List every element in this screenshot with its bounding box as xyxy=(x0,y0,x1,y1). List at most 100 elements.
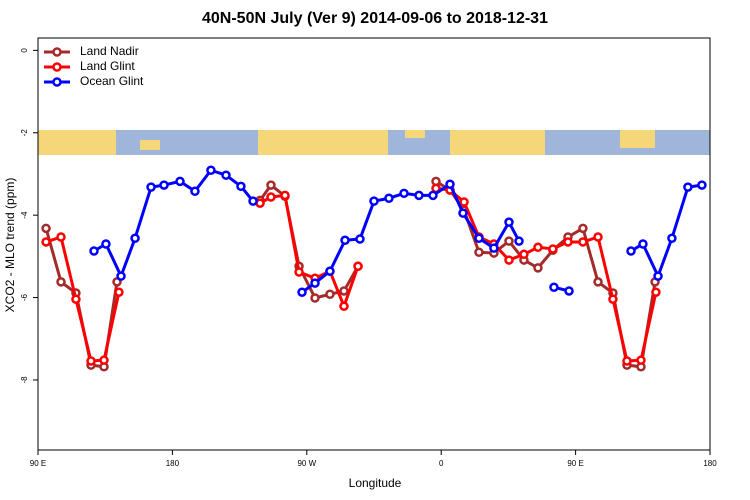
data-point xyxy=(190,186,200,197)
land xyxy=(38,130,116,155)
plot-frame xyxy=(37,37,711,451)
x-tick-label: 180 xyxy=(166,459,180,468)
data-point xyxy=(56,232,66,242)
data-point xyxy=(89,246,99,256)
data-point xyxy=(638,239,648,249)
x-tick-label: 90 E xyxy=(567,459,583,468)
data-point xyxy=(355,234,365,244)
data-point xyxy=(593,277,603,287)
data-point xyxy=(458,208,468,218)
data-point xyxy=(514,236,524,246)
data-point xyxy=(310,278,320,288)
data-point xyxy=(519,249,529,260)
data-point xyxy=(593,232,603,242)
data-point xyxy=(266,180,276,190)
data-point xyxy=(236,181,246,192)
series-line xyxy=(44,180,657,369)
data-point xyxy=(310,293,320,303)
data-point xyxy=(474,233,484,243)
chart-title: 40N-50N July (Ver 9) 2014-09-06 to 2018-… xyxy=(202,10,548,27)
legend-label: Land Nadir xyxy=(80,44,139,58)
data-point xyxy=(369,196,379,206)
data-point xyxy=(266,192,276,202)
data-point xyxy=(504,217,514,227)
data-point xyxy=(667,233,677,243)
data-point xyxy=(549,282,559,293)
data-point xyxy=(489,243,499,253)
data-point xyxy=(280,190,290,201)
data-point xyxy=(175,176,185,187)
data-point xyxy=(325,266,335,276)
land xyxy=(258,130,388,155)
data-point xyxy=(563,237,573,247)
data-point xyxy=(71,294,81,304)
data-point xyxy=(340,235,350,246)
data-point xyxy=(56,277,66,287)
data-point xyxy=(626,246,636,256)
data-point xyxy=(578,223,588,234)
data-point xyxy=(146,182,156,192)
data-point xyxy=(325,289,335,300)
data-point xyxy=(294,267,304,277)
y-tick-label: -2 xyxy=(20,129,29,137)
data-point xyxy=(428,190,438,201)
map-strip xyxy=(38,130,710,155)
data-point xyxy=(101,239,111,249)
legend-label: Land Glint xyxy=(80,59,135,73)
x-tick-label: 180 xyxy=(703,459,717,468)
y-tick-label: -8 xyxy=(20,376,29,384)
data-point xyxy=(339,301,349,311)
data-point xyxy=(636,355,646,365)
data-point xyxy=(564,286,574,296)
data-point xyxy=(414,190,424,201)
land xyxy=(140,140,160,150)
data-point xyxy=(86,356,96,366)
data-point xyxy=(384,193,394,204)
data-point xyxy=(548,244,558,254)
data-point xyxy=(504,236,514,246)
x-tick-label: 90 E xyxy=(30,459,46,468)
data-point xyxy=(445,179,455,190)
data-point xyxy=(697,180,707,190)
data-point xyxy=(99,355,109,365)
data-point xyxy=(206,165,216,176)
data-point xyxy=(578,237,588,247)
data-point xyxy=(130,233,140,243)
data-point xyxy=(114,287,124,297)
land xyxy=(620,130,655,148)
legend-marker xyxy=(52,47,62,57)
data-point xyxy=(683,182,693,192)
data-point xyxy=(248,196,258,206)
data-point xyxy=(159,180,169,190)
legend-label: Ocean Glint xyxy=(80,74,144,88)
y-tick-label: -6 xyxy=(20,293,29,301)
data-point xyxy=(221,170,231,180)
land xyxy=(450,130,545,155)
series-line xyxy=(45,186,658,363)
data-point xyxy=(533,263,543,273)
data-point xyxy=(339,286,349,296)
x-axis-label: Longitude xyxy=(349,476,402,490)
data-point xyxy=(474,247,484,257)
x-tick-label: 0 xyxy=(439,459,444,468)
series-line xyxy=(93,168,703,294)
data-point xyxy=(459,197,469,207)
data-point xyxy=(608,294,618,304)
data-point xyxy=(41,237,51,247)
data-point xyxy=(651,287,661,297)
data-point xyxy=(41,223,51,234)
data-point xyxy=(622,356,632,366)
x-tick-label: 90 W xyxy=(297,459,316,468)
land xyxy=(405,130,425,138)
data-point xyxy=(653,271,663,281)
data-point xyxy=(353,261,363,271)
legend-marker xyxy=(52,77,62,87)
legend-marker xyxy=(52,62,62,72)
data-point xyxy=(533,242,543,253)
data-point xyxy=(116,271,126,281)
y-tick-label: 0 xyxy=(20,48,29,53)
data-point xyxy=(399,188,409,199)
data-point xyxy=(504,255,514,265)
